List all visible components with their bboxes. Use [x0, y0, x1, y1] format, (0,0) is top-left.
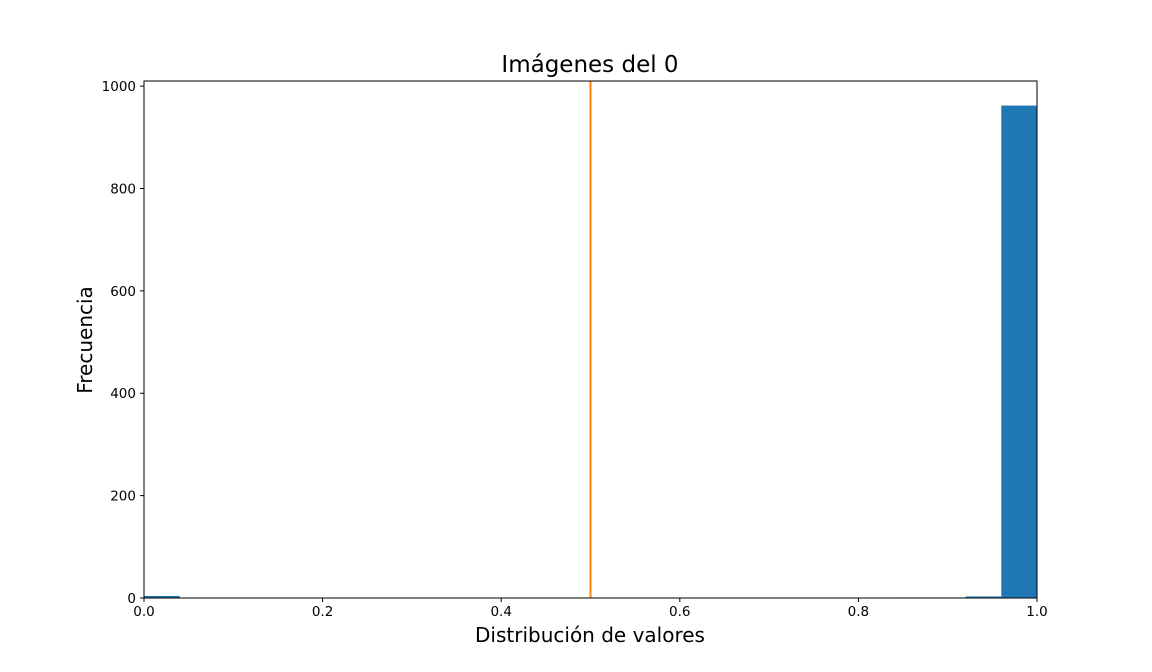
bars-group	[144, 105, 1037, 598]
histogram-bar-4	[1001, 105, 1037, 598]
y-tick-label: 0	[127, 591, 136, 607]
histogram-bar-3	[965, 596, 1002, 598]
x-tick-label: 0.2	[312, 604, 333, 620]
y-tick-label: 1000	[102, 79, 136, 95]
y-tick-label: 400	[110, 386, 136, 402]
x-axis-label: Distribución de valores	[475, 623, 705, 647]
x-tick-label: 0.0	[133, 604, 154, 620]
y-tick-label: 200	[110, 489, 136, 505]
histogram-bar-0	[144, 595, 180, 598]
chart-title: Imágenes del 0	[501, 52, 678, 78]
x-tick-label: 0.4	[490, 604, 511, 620]
plot-frame	[143, 80, 1038, 599]
y-tick-label: 600	[110, 284, 136, 300]
y-tick-label: 800	[110, 181, 136, 197]
x-tick-label: 0.6	[669, 604, 690, 620]
y-axis-ticks: 0 200 400 600 800 1000	[102, 79, 144, 607]
x-tick-label: 1.0	[1026, 604, 1047, 620]
x-axis-ticks: 0.0 0.2 0.4 0.6 0.8 1.0	[133, 598, 1048, 620]
y-axis-label: Frecuencia	[73, 286, 97, 394]
x-tick-label: 0.8	[848, 604, 869, 620]
